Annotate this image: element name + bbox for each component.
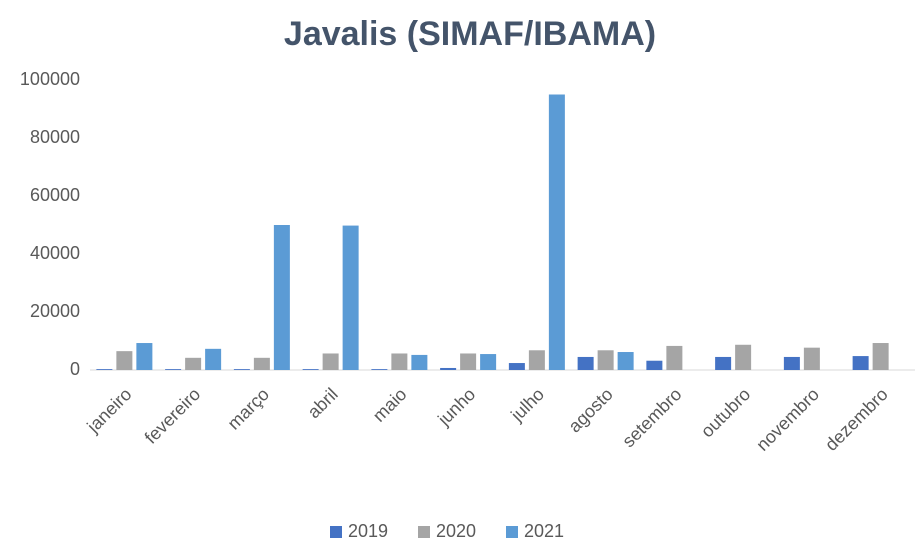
- y-tick-label: 80000: [30, 127, 80, 147]
- bar: [185, 357, 202, 370]
- legend-swatch: [418, 526, 430, 538]
- bar: [852, 356, 869, 370]
- bar: [803, 347, 820, 370]
- bar: [735, 344, 752, 370]
- legend-swatch: [330, 526, 342, 538]
- bar: [116, 351, 133, 370]
- bar: [548, 94, 565, 370]
- x-tick-label: novembro: [752, 384, 823, 455]
- legend-label: 2021: [524, 521, 564, 541]
- bar: [617, 352, 634, 370]
- x-tick-label: outubro: [697, 384, 754, 441]
- bar: [715, 356, 732, 370]
- bar: [460, 353, 477, 370]
- bar: [411, 354, 428, 370]
- bar: [273, 225, 290, 370]
- y-tick-label: 40000: [30, 243, 80, 263]
- bar: [508, 363, 525, 370]
- x-tick-label: julho: [506, 384, 548, 426]
- bar: [136, 343, 153, 370]
- y-tick-label: 100000: [20, 69, 80, 89]
- x-tick-label: junho: [433, 384, 479, 430]
- x-tick-label: dezembro: [821, 384, 892, 455]
- bar: [96, 369, 113, 370]
- x-tick-label: janeiro: [82, 384, 135, 437]
- bar: [302, 369, 319, 370]
- legend-label: 2019: [348, 521, 388, 541]
- legend-label: 2020: [436, 521, 476, 541]
- bar: [577, 356, 594, 370]
- x-tick-label: março: [224, 384, 274, 434]
- bar: [872, 343, 889, 370]
- bar: [783, 356, 800, 370]
- x-tick-label: abril: [304, 384, 342, 422]
- bar: [646, 360, 663, 370]
- chart-title: Javalis (SIMAF/IBAMA): [284, 15, 656, 53]
- x-tick-label: setembro: [618, 384, 685, 451]
- bar: [480, 354, 497, 370]
- y-tick-label: 0: [70, 359, 80, 379]
- bar: [528, 350, 545, 370]
- bar: [322, 353, 339, 370]
- bar: [233, 369, 250, 370]
- y-tick-label: 60000: [30, 185, 80, 205]
- bar: [440, 367, 457, 370]
- bar: [597, 350, 614, 370]
- bar: [371, 369, 388, 370]
- bar: [205, 348, 222, 370]
- y-tick-label: 20000: [30, 301, 80, 321]
- x-tick-label: fevereiro: [141, 384, 205, 448]
- bar: [666, 345, 683, 370]
- bar: [165, 369, 182, 370]
- x-tick-label: maio: [369, 384, 411, 426]
- bar: [253, 357, 270, 370]
- legend-swatch: [506, 526, 518, 538]
- bar: [342, 225, 359, 370]
- bar: [391, 353, 408, 370]
- x-tick-label: agosto: [564, 384, 616, 436]
